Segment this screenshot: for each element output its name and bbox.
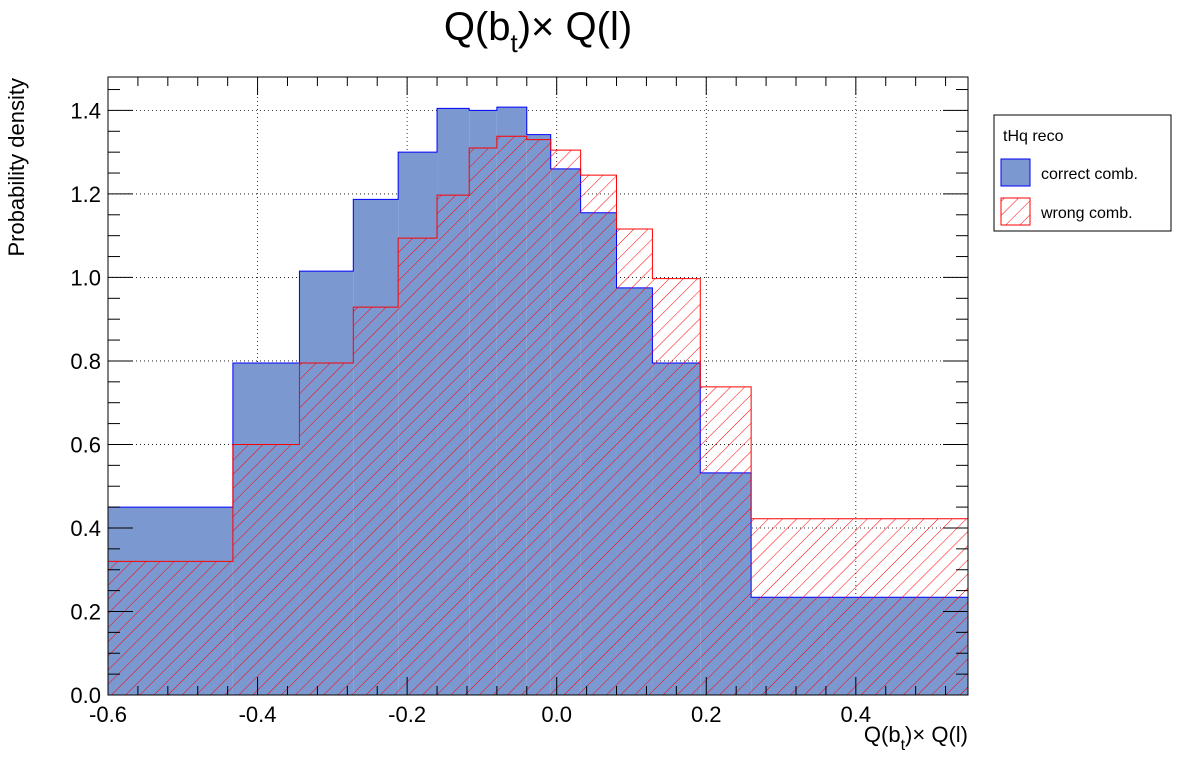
x-axis-title: Q(bt)× Q(l) (864, 722, 968, 754)
x-tick-label: 0.4 (841, 702, 872, 727)
y-tick-label: 1.4 (70, 98, 101, 123)
y-tick-label: 1.2 (70, 182, 101, 207)
x-tick-label: 0.2 (691, 702, 722, 727)
bar-wrong-0 (108, 561, 233, 695)
series-layer (108, 106, 968, 695)
legend: tHq reco correct comb. wrong comb. (993, 114, 1172, 232)
bar-wrong-6 (469, 147, 497, 695)
bar-wrong-15 (825, 518, 968, 695)
legend-swatch-correct (1000, 158, 1031, 187)
y-axis-title: Probability density (4, 78, 29, 257)
legend-label-wrong: wrong comb. (1040, 205, 1133, 222)
x-tick-label: -0.2 (388, 702, 426, 727)
y-tick-label: 0.6 (70, 432, 101, 457)
bar-wrong-9 (550, 150, 581, 695)
bar-wrong-8 (526, 139, 551, 695)
legend-swatch-wrong (1000, 197, 1031, 226)
bar-wrong-2 (299, 363, 354, 695)
y-tick-label: 0.0 (70, 683, 101, 708)
x-tick-label: -0.6 (89, 702, 127, 727)
chart-title: Q(bt)× Q(l) (444, 5, 632, 58)
bar-wrong-4 (398, 238, 438, 695)
axis-tick-labels: -0.6 -0.4 -0.2 0.0 0.2 0.4 0.0 0.2 0.4 0.6 0.8 1.0 1… (70, 98, 871, 727)
bar-wrong-13 (700, 386, 752, 695)
legend-label-correct: correct comb. (1041, 166, 1138, 183)
bar-wrong-3 (353, 307, 399, 695)
axis-ticks (107, 77, 968, 696)
bar-wrong-11 (616, 228, 653, 695)
y-tick-label: 0.4 (70, 516, 101, 541)
bar-wrong-1 (232, 444, 300, 695)
bar-wrong-10 (580, 175, 617, 695)
y-tick-label: 0.2 (70, 599, 101, 624)
bar-wrong-5 (437, 195, 470, 695)
plot-frame (107, 76, 969, 696)
x-tick-label: 0.0 (541, 702, 572, 727)
bar-wrong-12 (652, 278, 701, 695)
series-wrong-comb (108, 135, 968, 695)
bar-wrong-14 (751, 518, 826, 695)
bar-wrong-7 (496, 136, 527, 695)
y-tick-label: 0.8 (70, 349, 101, 374)
legend-header: tHq reco (1003, 128, 1064, 145)
outline-wrong (108, 135, 968, 695)
y-tick-label: 1.0 (70, 265, 101, 290)
x-tick-label: -0.4 (239, 702, 277, 727)
